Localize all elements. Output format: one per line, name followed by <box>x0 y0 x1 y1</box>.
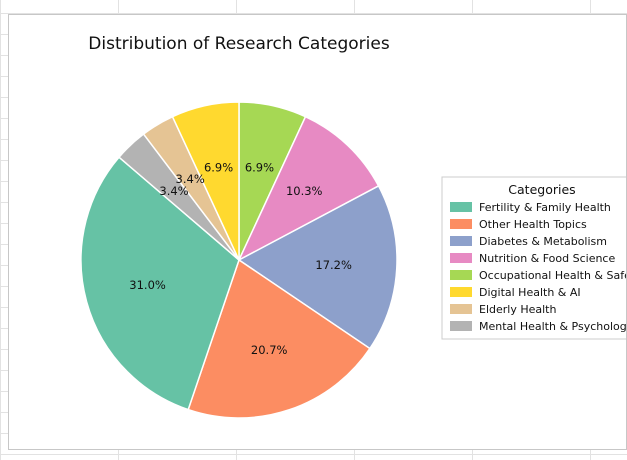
pie-slice-nutrition-food-science[interactable] <box>237 115 380 262</box>
pie-slice-label: 20.7% <box>251 343 288 357</box>
legend-item-label: Nutrition & Food Science <box>479 252 615 265</box>
legend-item-label: Diabetes & Metabolism <box>479 235 607 248</box>
pie-slice-label: 3.4% <box>176 172 205 186</box>
pie-slice-label: 31.0% <box>129 278 166 292</box>
pie-slice-label: 6.9% <box>204 160 233 174</box>
legend-swatch <box>450 202 472 212</box>
legend-swatch <box>450 287 472 297</box>
legend-item-label: Occupational Health & Safe <box>479 269 626 282</box>
pie-chart: Distribution of Research Categories 6.9%… <box>80 34 626 419</box>
legend-item-label: Fertility & Family Health <box>479 201 611 214</box>
legend-swatch <box>450 270 472 280</box>
pie-slice-other-health-topics[interactable] <box>187 258 371 419</box>
pie-slice-digital-health-ai[interactable] <box>171 101 240 261</box>
pie-slice-label: 10.3% <box>286 184 323 198</box>
legend-item-label: Digital Health & AI <box>479 286 581 299</box>
legend-item-label: Other Health Topics <box>479 218 587 231</box>
pie-slice-label: 17.2% <box>315 258 352 272</box>
pie-slice-diabetes-metabolism[interactable] <box>237 184 398 350</box>
legend-swatch <box>450 321 472 331</box>
pie-slice-labels: 6.9%10.3%17.2%20.7%31.0%3.4%3.4%6.9% <box>129 160 352 356</box>
pie-slice-label: 3.4% <box>159 184 188 198</box>
pie-slice-label: 6.9% <box>245 160 274 174</box>
chart-object[interactable]: Distribution of Research Categories 6.9%… <box>8 14 627 450</box>
chart-title: Distribution of Research Categories <box>88 34 390 54</box>
legend-swatch <box>450 253 472 263</box>
legend-box <box>441 176 626 340</box>
legend-title: Categories <box>508 182 575 197</box>
legend-swatch <box>450 304 472 314</box>
legend-item-label: Mental Health & Psycholog <box>479 320 626 333</box>
legend-swatch <box>450 236 472 246</box>
chart-legend[interactable]: Categories Fertility & Family Health Othe… <box>441 176 626 340</box>
legend-item-label: Elderly Health <box>479 303 556 316</box>
pie-slice-fertility-family-health[interactable] <box>80 156 240 411</box>
legend-swatch <box>450 219 472 229</box>
pie-slices <box>80 101 398 419</box>
